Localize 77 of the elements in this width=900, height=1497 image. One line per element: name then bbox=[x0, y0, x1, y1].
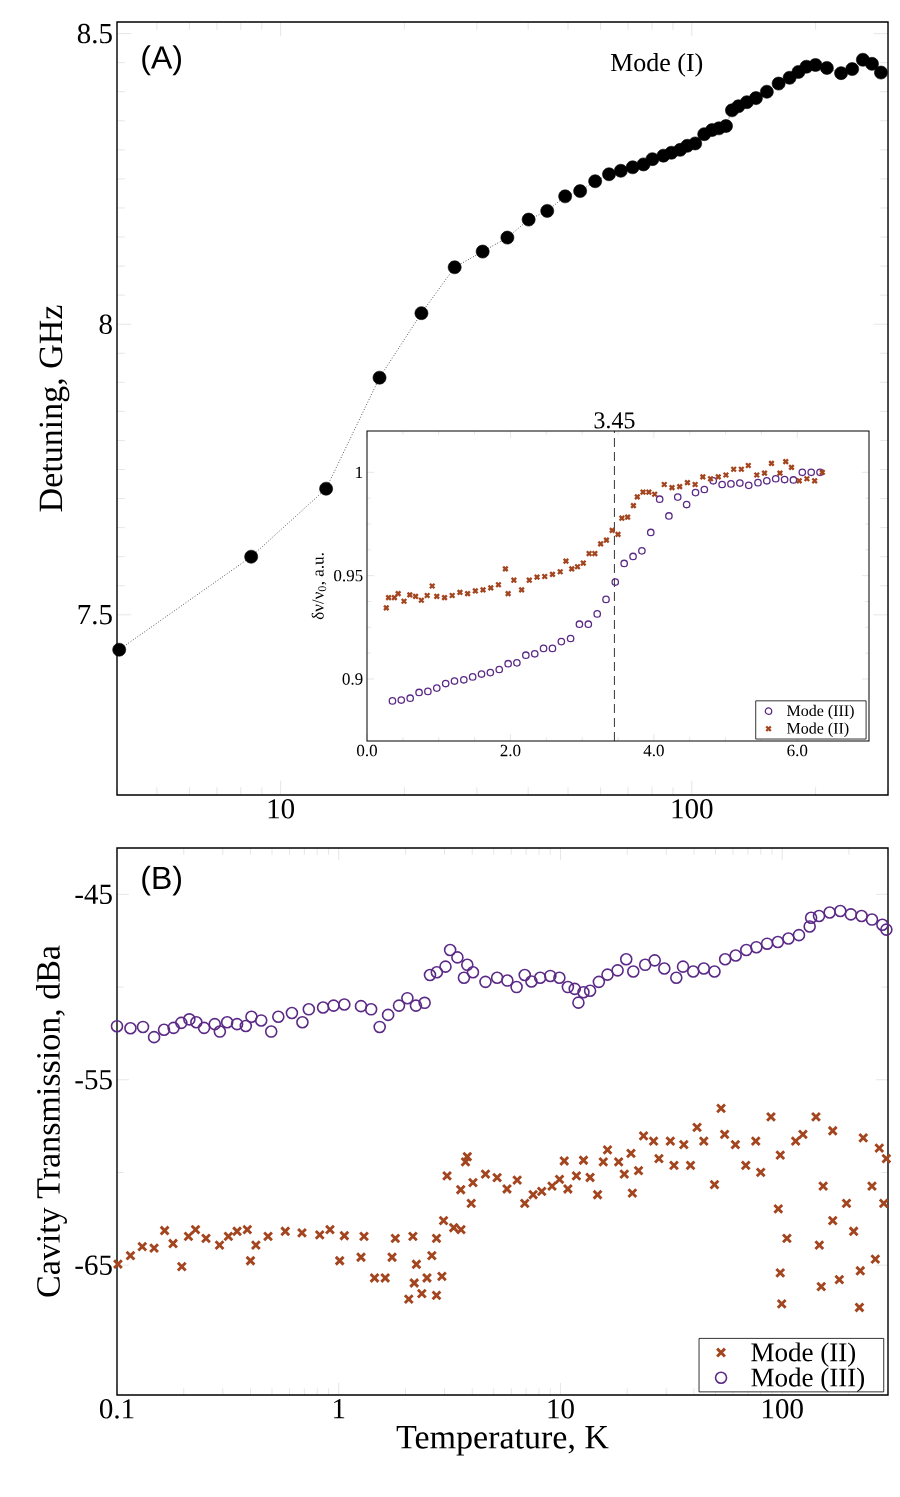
legend-label: Mode (II) bbox=[786, 722, 849, 737]
point bbox=[504, 659, 512, 668]
point bbox=[780, 475, 789, 484]
point bbox=[406, 694, 415, 703]
y-tick-label: 8.5 bbox=[77, 23, 112, 44]
y-tick-label: 0.9 bbox=[342, 673, 363, 685]
point bbox=[798, 468, 807, 477]
point bbox=[522, 651, 530, 660]
point bbox=[548, 644, 557, 653]
point bbox=[700, 485, 709, 494]
point bbox=[673, 493, 682, 501]
annotation: Mode (I) bbox=[610, 53, 703, 77]
x-tick-label: 0.1 bbox=[99, 1399, 134, 1419]
point bbox=[388, 697, 397, 705]
y-tick-label: 8 bbox=[99, 314, 112, 334]
x-tick-label: 100 bbox=[763, 1399, 803, 1419]
point bbox=[459, 675, 468, 684]
point bbox=[584, 620, 593, 629]
legend-label: Mode (II) bbox=[751, 1342, 856, 1367]
point bbox=[450, 677, 459, 685]
point bbox=[477, 670, 486, 678]
point bbox=[771, 474, 780, 483]
y-tick-label: 0.95 bbox=[334, 569, 363, 582]
point bbox=[530, 649, 539, 658]
y-axis-title: Cavity Transmission, dBa bbox=[36, 945, 67, 1297]
point bbox=[744, 481, 753, 490]
legend-label: Mode (III) bbox=[786, 704, 854, 720]
point bbox=[807, 468, 816, 477]
y-axis-title: Detuning, GHz bbox=[39, 305, 70, 512]
point bbox=[593, 610, 602, 618]
point bbox=[557, 637, 566, 646]
point bbox=[397, 696, 406, 704]
point bbox=[665, 512, 673, 520]
point bbox=[718, 480, 726, 489]
x-tick-label: 6.0 bbox=[787, 744, 808, 757]
point bbox=[513, 659, 521, 667]
point bbox=[762, 476, 771, 485]
y-tick-label: 7.5 bbox=[78, 605, 112, 625]
point bbox=[495, 665, 504, 674]
point bbox=[566, 634, 575, 643]
point bbox=[611, 578, 620, 586]
point bbox=[682, 500, 691, 509]
annotation: (B) bbox=[142, 865, 181, 896]
ref-line-label: 3.45 bbox=[594, 412, 635, 429]
point bbox=[638, 547, 646, 555]
y-axis-title: δν/ν$_{0}$, a.u. bbox=[311, 553, 327, 620]
point bbox=[691, 488, 700, 497]
point bbox=[620, 559, 629, 568]
x-tick-label: 4.0 bbox=[643, 744, 664, 757]
point bbox=[575, 620, 584, 629]
y-tick-label: -65 bbox=[75, 1255, 112, 1275]
point bbox=[486, 668, 495, 677]
x-tick-label: 0.0 bbox=[357, 744, 377, 757]
y-tick-label: -45 bbox=[75, 884, 112, 905]
y-tick-label: -55 bbox=[75, 1070, 112, 1090]
point bbox=[424, 687, 432, 696]
point bbox=[789, 476, 798, 484]
point bbox=[415, 688, 423, 697]
legend-label: Mode (III) bbox=[751, 1367, 865, 1393]
x-axis-title: Temperature, K bbox=[396, 1426, 609, 1456]
x-tick-label: 10 bbox=[268, 799, 295, 819]
y-tick-label: 1 bbox=[356, 466, 363, 478]
annotation: (A) bbox=[142, 45, 181, 76]
point bbox=[629, 552, 637, 561]
x-tick-label: 2.0 bbox=[500, 744, 521, 757]
point bbox=[646, 528, 655, 537]
point bbox=[539, 644, 548, 653]
point bbox=[602, 595, 610, 604]
x-tick-label: 10 bbox=[548, 1399, 574, 1419]
point bbox=[655, 495, 664, 504]
point bbox=[441, 679, 450, 688]
point bbox=[432, 684, 441, 692]
x-tick-label: 100 bbox=[672, 799, 713, 819]
point bbox=[468, 673, 477, 681]
point bbox=[754, 478, 762, 487]
point bbox=[735, 479, 744, 487]
point bbox=[727, 480, 735, 488]
